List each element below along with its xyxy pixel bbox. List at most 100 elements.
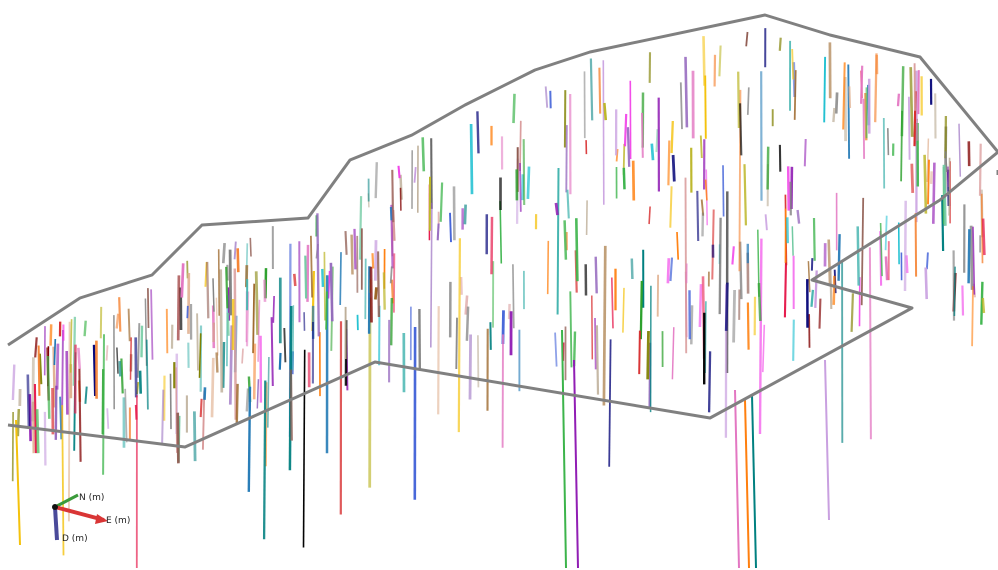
drillhole-trace[interactable] [565,125,568,193]
drillhole-trace[interactable] [203,387,207,400]
drillhole-trace-deep[interactable] [561,329,567,569]
drillhole-trace[interactable] [55,343,60,390]
drillhole-trace[interactable] [150,289,154,360]
drillhole-trace[interactable] [546,240,550,295]
drillhole-trace[interactable] [147,288,150,329]
drillhole-trace[interactable] [563,220,568,260]
drillhole-trace[interactable] [382,272,386,310]
drillhole-trace[interactable] [622,167,626,190]
drillhole-trace[interactable] [257,299,261,362]
drillhole-trace[interactable] [180,263,185,298]
drillhole-trace[interactable] [449,212,452,243]
drillhole-trace[interactable] [136,323,141,378]
drillhole-trace[interactable] [374,240,378,281]
drillhole-trace[interactable] [724,282,729,331]
drillhole-trace[interactable] [77,347,81,370]
drillhole-trace[interactable] [339,252,342,306]
drillhole-trace[interactable] [856,226,860,286]
drillhole-trace[interactable] [127,308,131,342]
drillhole-trace[interactable] [437,306,440,415]
drillhole-trace[interactable] [746,302,750,350]
drillhole-trace[interactable] [641,112,644,158]
drillhole-trace-deep[interactable] [15,419,21,546]
drillhole-trace[interactable] [812,217,816,261]
drillhole-trace[interactable] [358,196,363,260]
drillhole-trace[interactable] [868,247,872,440]
drillhole-trace[interactable] [476,111,480,154]
drillhole-trace[interactable] [145,339,149,410]
drillhole-trace[interactable] [84,386,88,404]
drillhole-trace[interactable] [92,344,97,397]
drillhole-trace[interactable] [413,167,417,183]
drillhole-trace[interactable] [186,305,189,319]
drillhole-trace[interactable] [129,337,132,380]
drillhole-trace[interactable] [106,408,110,429]
drillhole-trace[interactable] [293,273,297,287]
drillhole-trace[interactable] [225,266,229,309]
drillhole-trace[interactable] [746,87,750,115]
drillhole-trace[interactable] [900,66,905,137]
drillhole-trace[interactable] [909,67,914,137]
drillhole-trace[interactable] [670,120,674,154]
drillhole-trace[interactable] [252,343,257,400]
drillhole-trace[interactable] [718,217,722,315]
drillhole-trace[interactable] [490,216,494,275]
drillhole-trace[interactable] [884,256,889,281]
drillhole-trace[interactable] [603,102,608,121]
drillhole-trace[interactable] [512,93,516,124]
drillhole-trace[interactable] [650,143,655,161]
drillhole-trace[interactable] [302,349,306,548]
drillhole-trace[interactable] [323,251,326,321]
drillhole-trace[interactable] [397,165,401,179]
drillhole-trace[interactable] [793,70,797,120]
drillhole-trace[interactable] [589,58,594,121]
drillhole-trace[interactable] [907,96,911,160]
drillhole-trace[interactable] [679,82,683,130]
drillhole-trace[interactable] [585,200,588,236]
drillhole-trace[interactable] [608,339,612,467]
drillhole-trace[interactable] [430,138,433,209]
drillhole-trace[interactable] [594,317,597,370]
drillhole-trace[interactable] [369,266,373,323]
drillhole-trace[interactable] [792,319,795,361]
drillhole-trace[interactable] [43,411,47,466]
drillhole-trace[interactable] [390,297,393,346]
drillhole-trace[interactable] [389,266,393,284]
drillhole-trace[interactable] [669,257,674,282]
drillhole-trace[interactable] [696,190,700,242]
drillhole-trace[interactable] [745,31,749,47]
drillhole-trace[interactable] [124,388,128,443]
drillhole-trace[interactable] [228,249,233,316]
drillhole-trace[interactable] [676,231,680,260]
drillhole-trace[interactable] [638,330,641,375]
drillhole-trace[interactable] [903,200,907,292]
drillhole-trace[interactable] [671,327,675,380]
drillhole-trace[interactable] [325,291,328,330]
drillhole-trace[interactable] [980,281,984,325]
drillhole-trace[interactable] [594,256,598,294]
drillhole-trace[interactable] [469,123,474,195]
drillhole-trace[interactable] [832,107,836,123]
drillhole-trace[interactable] [823,56,827,123]
drillhole-trace[interactable] [374,287,378,300]
drillhole-trace[interactable] [436,223,440,241]
drillhole-trace[interactable] [507,303,511,320]
drillhole-trace[interactable] [215,297,219,356]
drillhole-trace[interactable] [310,235,313,298]
drillhole-trace[interactable] [236,248,240,273]
drillhole-trace[interactable] [371,253,375,269]
drillhole-trace[interactable] [944,151,948,172]
drillhole-trace[interactable] [847,64,851,159]
drillhole-trace[interactable] [699,135,703,159]
drillhole-trace[interactable] [374,162,378,199]
drillhole-trace[interactable] [667,140,671,186]
drillhole-trace[interactable] [958,123,962,177]
drillhole-trace[interactable] [34,337,38,358]
drillhole-trace[interactable] [786,166,790,211]
drillhole-trace[interactable] [267,356,270,428]
drillhole-trace[interactable] [762,324,766,373]
drillhole-trace[interactable] [569,291,573,368]
drillhole-trace[interactable] [757,283,762,322]
drillhole-trace[interactable] [519,162,522,212]
